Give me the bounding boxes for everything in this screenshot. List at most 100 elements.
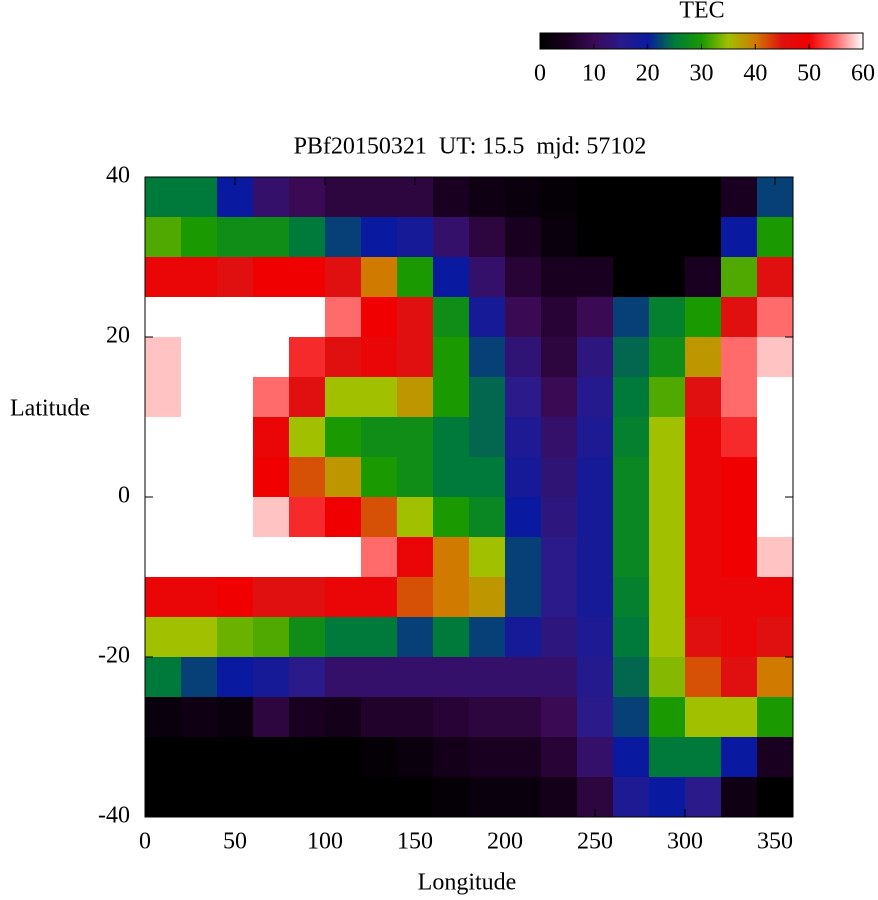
- heatmap-cell: [433, 537, 470, 578]
- heatmap-cell: [145, 217, 182, 258]
- heatmap-cell: [145, 657, 182, 698]
- heatmap-cell: [541, 577, 578, 618]
- heatmap-cell: [217, 377, 254, 418]
- heatmap-cell: [685, 177, 722, 218]
- heatmap-cell: [541, 177, 578, 218]
- heatmap-cell: [325, 457, 362, 498]
- heatmap-cell: [613, 777, 650, 818]
- heatmap-cell: [433, 497, 470, 538]
- heatmap-cell: [433, 457, 470, 498]
- heatmap-cell: [541, 217, 578, 258]
- heatmap-cell: [505, 257, 542, 298]
- heatmap-cell: [541, 657, 578, 698]
- x-tick-label: 0: [139, 829, 151, 855]
- x-tick-label: 250: [577, 829, 613, 855]
- heatmap-cell: [505, 297, 542, 338]
- heatmap-cell: [685, 337, 722, 378]
- heatmap-cell: [289, 417, 326, 458]
- heatmap-cell: [217, 657, 254, 698]
- heatmap-cell: [685, 297, 722, 338]
- heatmap-cell: [541, 417, 578, 458]
- heatmap-cell: [469, 777, 506, 818]
- heatmap-cell: [613, 297, 650, 338]
- heatmap-cell: [685, 617, 722, 658]
- heatmap-cell: [181, 777, 218, 818]
- heatmap-cell: [505, 777, 542, 818]
- heatmap-cell: [181, 577, 218, 618]
- heatmap-cell: [361, 217, 398, 258]
- heatmap-cell: [469, 417, 506, 458]
- heatmap-cell: [433, 777, 470, 818]
- x-tick-label: 150: [397, 829, 433, 855]
- heatmap-cell: [577, 577, 614, 618]
- heatmap-cell: [253, 657, 290, 698]
- heatmap-cell: [145, 457, 182, 498]
- heatmap-cell: [505, 657, 542, 698]
- heatmap-cell: [649, 177, 686, 218]
- heatmap-cell: [469, 697, 506, 738]
- heatmap-cell: [505, 337, 542, 378]
- heatmap-cell: [613, 497, 650, 538]
- heatmap-cell: [397, 257, 434, 298]
- y-axis-label: Latitude: [10, 396, 90, 422]
- heatmap-cell: [361, 377, 398, 418]
- heatmap-cell: [721, 377, 758, 418]
- y-tick-label: 20: [106, 323, 130, 349]
- heatmap-cell: [289, 337, 326, 378]
- heatmap-cell: [145, 337, 182, 378]
- heatmap-cell: [505, 617, 542, 658]
- heatmap-cell: [721, 257, 758, 298]
- heatmap-cell: [613, 257, 650, 298]
- heatmap-cell: [469, 737, 506, 778]
- heatmap-cell: [397, 577, 434, 618]
- heatmap-cell: [397, 737, 434, 778]
- heatmap-cell: [541, 777, 578, 818]
- heatmap-cell: [757, 577, 794, 618]
- heatmap-cell: [253, 537, 290, 578]
- heatmap-cell: [253, 217, 290, 258]
- heatmap-cell: [289, 657, 326, 698]
- heatmap-cell: [181, 537, 218, 578]
- heatmap-cell: [721, 577, 758, 618]
- heatmap-cell: [253, 737, 290, 778]
- heatmap-cell: [217, 457, 254, 498]
- heatmap-cell: [145, 497, 182, 538]
- heatmap-cell: [361, 537, 398, 578]
- heatmap-cell: [721, 417, 758, 458]
- heatmap-cell: [397, 457, 434, 498]
- heatmap-cell: [289, 737, 326, 778]
- heatmap-cell: [469, 657, 506, 698]
- heatmap-cell: [325, 777, 362, 818]
- heatmap-cell: [361, 497, 398, 538]
- heatmap-cell: [649, 537, 686, 578]
- heatmap-cell: [145, 577, 182, 618]
- heatmap-cell: [325, 177, 362, 218]
- heatmap-cell: [361, 737, 398, 778]
- heatmap-cell: [397, 617, 434, 658]
- heatmap-cell: [253, 297, 290, 338]
- heatmap-cell: [541, 257, 578, 298]
- heatmap-cell: [433, 297, 470, 338]
- heatmap-cell: [361, 577, 398, 618]
- x-tick-label: 350: [757, 829, 793, 855]
- heatmap-cell: [397, 537, 434, 578]
- heatmap-cell: [577, 377, 614, 418]
- heatmap-cell: [145, 617, 182, 658]
- heatmap-cell: [721, 497, 758, 538]
- heatmap-cell: [361, 777, 398, 818]
- x-tick-label: 300: [667, 829, 703, 855]
- heatmap-cell: [325, 417, 362, 458]
- heatmap-cell: [577, 297, 614, 338]
- heatmap-cell: [757, 377, 794, 418]
- colorbar-label: TEC: [679, 0, 724, 24]
- heatmap-cell: [613, 697, 650, 738]
- heatmap-cell: [217, 217, 254, 258]
- heatmap-cell: [649, 377, 686, 418]
- heatmap-cell: [433, 577, 470, 618]
- heatmap-cell: [757, 457, 794, 498]
- heatmap-cell: [145, 737, 182, 778]
- heatmap-cell: [325, 377, 362, 418]
- heatmap-cell: [685, 417, 722, 458]
